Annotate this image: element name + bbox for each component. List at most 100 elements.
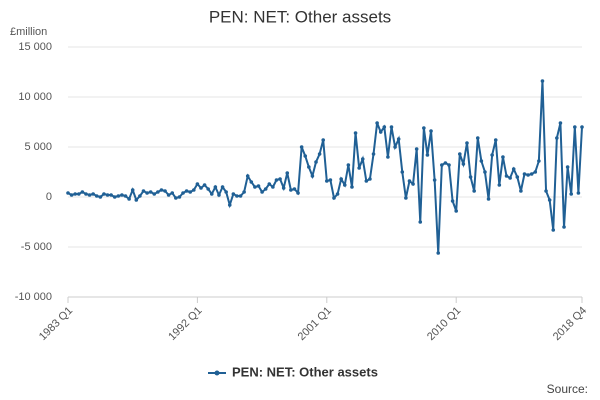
point xyxy=(87,193,92,197)
legend-marker xyxy=(214,370,220,376)
point xyxy=(292,187,297,191)
point xyxy=(547,198,552,202)
point xyxy=(69,193,74,197)
point xyxy=(389,125,394,129)
point xyxy=(184,189,189,193)
point xyxy=(109,193,113,197)
point xyxy=(328,178,333,182)
point xyxy=(486,197,491,201)
point xyxy=(493,138,498,142)
point xyxy=(425,153,430,157)
point xyxy=(457,152,462,156)
point xyxy=(472,189,476,193)
point xyxy=(461,162,466,166)
point xyxy=(91,192,95,196)
series-line xyxy=(67,80,583,254)
point xyxy=(414,147,419,151)
point xyxy=(289,188,293,192)
point xyxy=(66,191,70,195)
point xyxy=(163,189,167,193)
point xyxy=(565,165,570,169)
point xyxy=(317,152,322,156)
point xyxy=(443,161,448,165)
point xyxy=(256,184,261,188)
point xyxy=(116,194,121,198)
point xyxy=(569,192,574,196)
point xyxy=(177,195,182,199)
point xyxy=(242,190,246,194)
point xyxy=(245,174,250,178)
point xyxy=(299,145,304,149)
point xyxy=(217,193,221,197)
point xyxy=(490,153,494,157)
x-tick-label: 1983 Q1 xyxy=(37,305,75,343)
point xyxy=(271,185,275,189)
point xyxy=(393,145,397,149)
y-tick-label: 10 000 xyxy=(18,91,52,103)
point xyxy=(321,138,326,142)
point xyxy=(145,191,149,195)
point xyxy=(188,190,193,194)
point xyxy=(353,131,358,135)
point xyxy=(526,173,530,177)
point xyxy=(580,125,584,129)
point xyxy=(159,188,164,192)
point xyxy=(533,170,538,174)
point xyxy=(192,188,196,192)
point xyxy=(105,193,110,197)
point xyxy=(310,174,315,178)
point xyxy=(350,185,354,189)
point xyxy=(235,194,239,198)
point xyxy=(324,179,329,183)
source: Source: xyxy=(547,382,588,396)
y-tick-label: 15 000 xyxy=(18,41,52,53)
point xyxy=(411,182,415,186)
point xyxy=(368,177,372,181)
point xyxy=(76,192,81,196)
point xyxy=(130,188,135,192)
point xyxy=(544,189,548,193)
point xyxy=(156,190,160,194)
point xyxy=(278,177,282,181)
point xyxy=(73,192,77,196)
point xyxy=(138,194,142,198)
point xyxy=(224,190,228,194)
point xyxy=(263,187,268,191)
point xyxy=(346,163,351,167)
point xyxy=(422,126,426,130)
point xyxy=(209,192,214,196)
y-tick-label: -10 000 xyxy=(15,291,52,303)
point xyxy=(515,175,520,179)
point xyxy=(253,185,257,189)
point xyxy=(238,194,243,198)
chart-title: PEN: NET: Other assets xyxy=(209,7,391,26)
point xyxy=(511,167,516,171)
point xyxy=(80,190,85,194)
point xyxy=(364,179,369,183)
point xyxy=(440,163,444,167)
point xyxy=(418,220,423,224)
y-tick-label: 0 xyxy=(46,191,52,203)
point xyxy=(573,125,577,129)
point xyxy=(195,182,200,186)
point xyxy=(342,183,347,187)
x-tick-label: 2001 Q1 xyxy=(296,305,334,343)
point xyxy=(450,199,455,203)
point xyxy=(501,155,505,159)
point xyxy=(166,193,171,197)
point xyxy=(555,136,559,140)
point xyxy=(174,196,178,200)
point xyxy=(483,170,487,174)
point xyxy=(303,154,308,158)
y-unit: £million xyxy=(10,26,47,38)
point xyxy=(357,166,361,170)
point xyxy=(296,191,300,195)
point xyxy=(432,178,437,182)
point xyxy=(98,195,103,199)
point xyxy=(202,183,207,187)
point xyxy=(407,179,412,183)
point xyxy=(436,251,441,255)
point xyxy=(386,155,390,159)
point xyxy=(148,190,153,194)
